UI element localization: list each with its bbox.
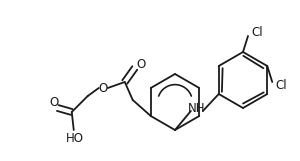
Text: Cl: Cl [251, 25, 262, 38]
Text: O: O [98, 81, 107, 95]
Text: HO: HO [66, 132, 84, 145]
Text: O: O [137, 57, 146, 71]
Text: NH: NH [188, 103, 206, 115]
Text: O: O [49, 96, 58, 109]
Text: Cl: Cl [275, 80, 287, 93]
